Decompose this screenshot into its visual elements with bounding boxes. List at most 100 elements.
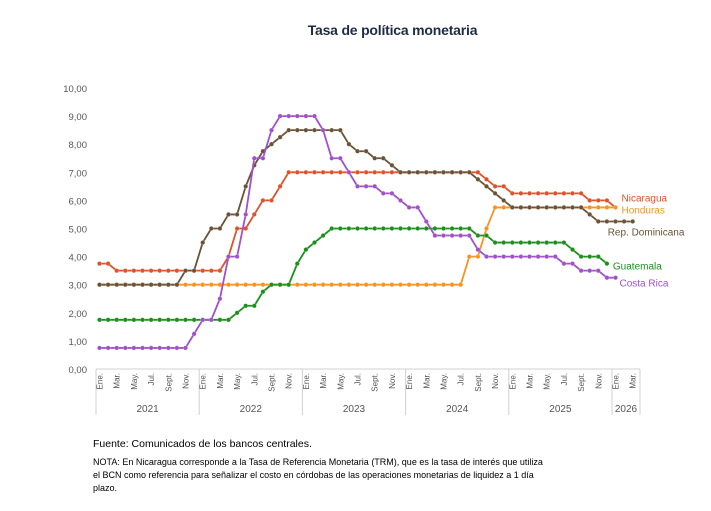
data-point xyxy=(544,204,550,210)
data-point xyxy=(458,233,464,239)
data-point xyxy=(509,240,515,246)
data-point xyxy=(415,204,421,210)
data-point xyxy=(397,282,403,288)
data-point xyxy=(243,303,249,309)
series-label: Guatemala xyxy=(613,262,662,273)
data-point xyxy=(191,268,197,274)
data-point xyxy=(157,345,163,351)
data-point xyxy=(595,204,601,210)
x-tick-label: Mar. xyxy=(113,373,122,389)
data-point xyxy=(406,226,412,232)
data-point xyxy=(458,169,464,175)
data-point xyxy=(217,317,223,323)
data-point xyxy=(389,162,395,168)
data-point xyxy=(131,282,137,288)
data-point xyxy=(587,197,593,203)
x-tick-label: May. xyxy=(130,373,139,390)
x-tick-label: Jul. xyxy=(250,373,259,385)
data-point xyxy=(226,254,232,260)
x-tick-label: Ene. xyxy=(612,373,621,389)
data-point xyxy=(380,169,386,175)
data-point xyxy=(268,127,274,133)
data-point xyxy=(329,282,335,288)
data-point xyxy=(191,317,197,323)
data-point xyxy=(415,282,421,288)
data-point xyxy=(389,169,395,175)
data-point xyxy=(226,282,232,288)
data-point xyxy=(329,155,335,161)
series-label: Nicaragua xyxy=(622,193,668,204)
x-tick-label: Jul. xyxy=(457,373,466,385)
data-point xyxy=(492,240,498,246)
data-point xyxy=(260,282,266,288)
data-point xyxy=(157,282,163,288)
x-tick-label: Mar. xyxy=(319,373,328,389)
data-point xyxy=(466,226,472,232)
data-point xyxy=(303,247,309,253)
data-point xyxy=(389,282,395,288)
data-point xyxy=(148,268,154,274)
data-point xyxy=(208,226,214,232)
data-point xyxy=(97,282,103,288)
data-point xyxy=(458,282,464,288)
y-tick-label: 10,00 xyxy=(63,84,87,95)
data-point xyxy=(483,226,489,232)
data-point xyxy=(286,127,292,133)
data-point xyxy=(303,127,309,133)
data-point xyxy=(105,282,111,288)
data-point xyxy=(449,169,455,175)
data-point xyxy=(337,282,343,288)
data-point xyxy=(303,169,309,175)
y-tick-label: 9,00 xyxy=(69,112,88,123)
data-point xyxy=(148,282,154,288)
year-label: 2024 xyxy=(446,404,469,415)
data-point xyxy=(372,155,378,161)
data-point xyxy=(587,268,593,274)
series-label: Rep. Dominicana xyxy=(608,227,685,238)
data-point xyxy=(389,190,395,196)
data-point xyxy=(363,183,369,189)
data-point xyxy=(449,282,455,288)
data-point xyxy=(363,169,369,175)
data-point xyxy=(518,254,524,260)
data-point xyxy=(329,169,335,175)
data-point xyxy=(604,197,610,203)
data-point xyxy=(114,345,120,351)
data-point xyxy=(277,134,283,140)
x-tick-label: Ene. xyxy=(96,373,105,389)
data-point xyxy=(440,226,446,232)
data-point xyxy=(311,113,317,119)
x-tick-label: Ene. xyxy=(405,373,414,389)
data-point xyxy=(320,169,326,175)
data-point xyxy=(140,268,146,274)
data-point xyxy=(483,254,489,260)
data-point xyxy=(423,218,429,224)
data-point xyxy=(208,317,214,323)
data-point xyxy=(483,233,489,239)
x-tick-label: Jul. xyxy=(354,373,363,385)
data-point xyxy=(440,233,446,239)
data-point xyxy=(595,218,601,224)
data-point xyxy=(354,148,360,154)
data-point xyxy=(578,268,584,274)
x-tick-label: Nov. xyxy=(285,373,294,389)
x-tick-label: Nov. xyxy=(594,373,603,389)
data-point xyxy=(277,183,283,189)
data-point xyxy=(363,226,369,232)
data-point xyxy=(432,282,438,288)
data-point xyxy=(354,282,360,288)
data-point xyxy=(449,226,455,232)
data-point xyxy=(183,282,189,288)
data-point xyxy=(406,169,412,175)
x-tick-label: Ene. xyxy=(199,373,208,389)
data-point xyxy=(587,204,593,210)
data-point xyxy=(509,254,515,260)
data-point xyxy=(243,282,249,288)
year-label: 2023 xyxy=(343,404,366,415)
data-point xyxy=(260,289,266,295)
data-point xyxy=(346,141,352,147)
data-point xyxy=(569,204,575,210)
data-point xyxy=(612,275,618,281)
data-point xyxy=(587,211,593,217)
